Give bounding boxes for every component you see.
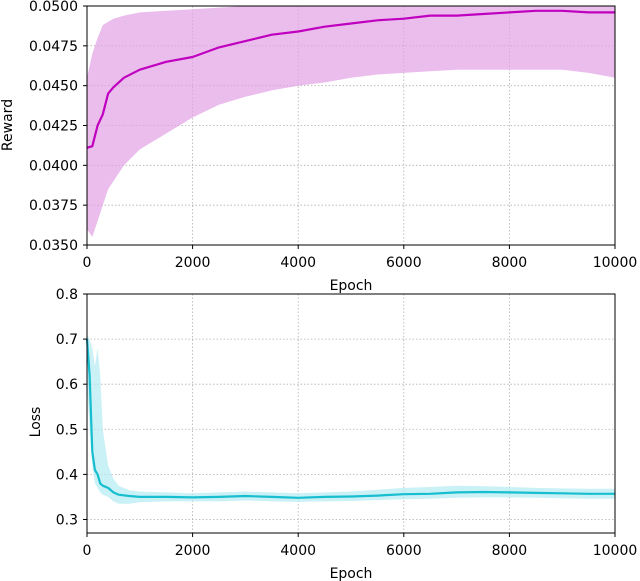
loss-x-tick-label: 0 xyxy=(83,543,92,559)
reward-mean-line xyxy=(86,9,615,149)
loss-mean-line xyxy=(85,339,615,499)
reward-y-axis-label: Reward xyxy=(0,99,16,151)
loss-ticks: 0 2000 4000 6000 8000 10000 0.3 0.4 0.5 0.6 0.7 0.8 xyxy=(56,287,638,559)
reward-y-tick-label: 0.0375 xyxy=(29,198,78,214)
loss-chart: 0 2000 4000 6000 8000 10000 0.3 0.4 0.5 0.6 0.7 0.8… xyxy=(28,287,637,581)
loss-x-axis-label: Epoch xyxy=(330,566,373,581)
loss-y-tick-label: 0.7 xyxy=(56,332,78,348)
reward-y-tick-label: 0.0350 xyxy=(29,238,78,254)
reward-x-tick-label: 0 xyxy=(83,255,92,271)
reward-x-tick-label: 6000 xyxy=(386,255,422,271)
reward-x-tick-label: 8000 xyxy=(492,255,528,271)
reward-x-axis-label: Epoch xyxy=(330,278,373,294)
loss-y-tick-label: 0.3 xyxy=(56,512,78,528)
reward-y-tick-label: 0.0425 xyxy=(29,119,78,135)
loss-x-tick-label: 10000 xyxy=(593,543,638,559)
reward-variance-band xyxy=(87,6,615,237)
reward-x-tick-label: 10000 xyxy=(593,255,638,271)
loss-y-axis-label: Loss xyxy=(28,407,44,438)
loss-frame xyxy=(86,293,616,534)
loss-y-tick-label: 0.5 xyxy=(56,422,78,438)
loss-y-tick-label: 0.4 xyxy=(56,467,78,483)
loss-x-tick-label: 8000 xyxy=(492,543,528,559)
reward-y-tick-label: 0.0475 xyxy=(29,39,78,55)
loss-x-tick-label: 4000 xyxy=(280,543,316,559)
reward-chart: 0 2000 4000 6000 8000 10000 0.0350 0.0375 0.0400… xyxy=(0,0,637,294)
loss-x-tick-label: 6000 xyxy=(386,543,422,559)
reward-y-tick-label: 0.0400 xyxy=(29,158,78,174)
loss-y-tick-label: 0.6 xyxy=(56,377,78,393)
reward-y-tick-label: 0.0500 xyxy=(29,0,78,15)
reward-x-tick-label: 4000 xyxy=(280,255,316,271)
loss-y-tick-label: 0.8 xyxy=(56,287,78,303)
loss-series xyxy=(85,339,616,499)
loss-axes-frame xyxy=(86,293,616,534)
reward-band xyxy=(87,6,615,237)
reward-x-tick-label: 2000 xyxy=(175,255,211,271)
reward-y-tick-label: 0.0450 xyxy=(29,79,78,95)
loss-x-tick-label: 2000 xyxy=(175,543,211,559)
reward-ticks: 0 2000 4000 6000 8000 10000 0.0350 0.0375 0.0400… xyxy=(29,0,637,271)
